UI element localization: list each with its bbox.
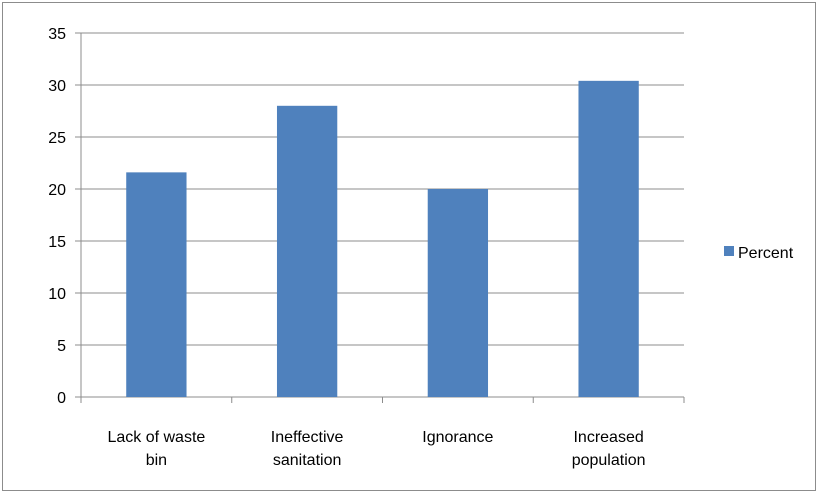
category-label: Increased (573, 429, 643, 446)
y-tick-label: 25 (48, 130, 66, 147)
legend-label: Percent (738, 245, 794, 262)
category-label: sanitation (273, 452, 342, 469)
category-label: bin (146, 452, 167, 469)
category-labels: Lack of waste bin Ineffective sanitation Ign… (107, 429, 645, 469)
bar (276, 105, 338, 398)
y-tick-label: 20 (48, 182, 66, 199)
legend: Percent (724, 245, 794, 262)
y-tick-label: 0 (57, 390, 66, 407)
y-tick-label: 30 (48, 78, 66, 95)
category-label: Lack of waste (107, 429, 205, 446)
category-label: Ineffective (271, 429, 344, 446)
category-label: Ignorance (422, 429, 493, 446)
y-tick-label: 35 (48, 26, 66, 43)
bar (126, 172, 187, 397)
bar (427, 189, 489, 397)
y-tick-label: 15 (48, 234, 66, 251)
bar (578, 80, 639, 397)
legend-swatch (724, 246, 734, 256)
bars (126, 80, 639, 398)
y-tick-label: 5 (57, 338, 66, 355)
category-label: population (572, 452, 646, 469)
y-tick-label: 10 (48, 286, 66, 303)
y-tick-labels: 0 5 10 15 20 25 30 35 (48, 26, 66, 407)
